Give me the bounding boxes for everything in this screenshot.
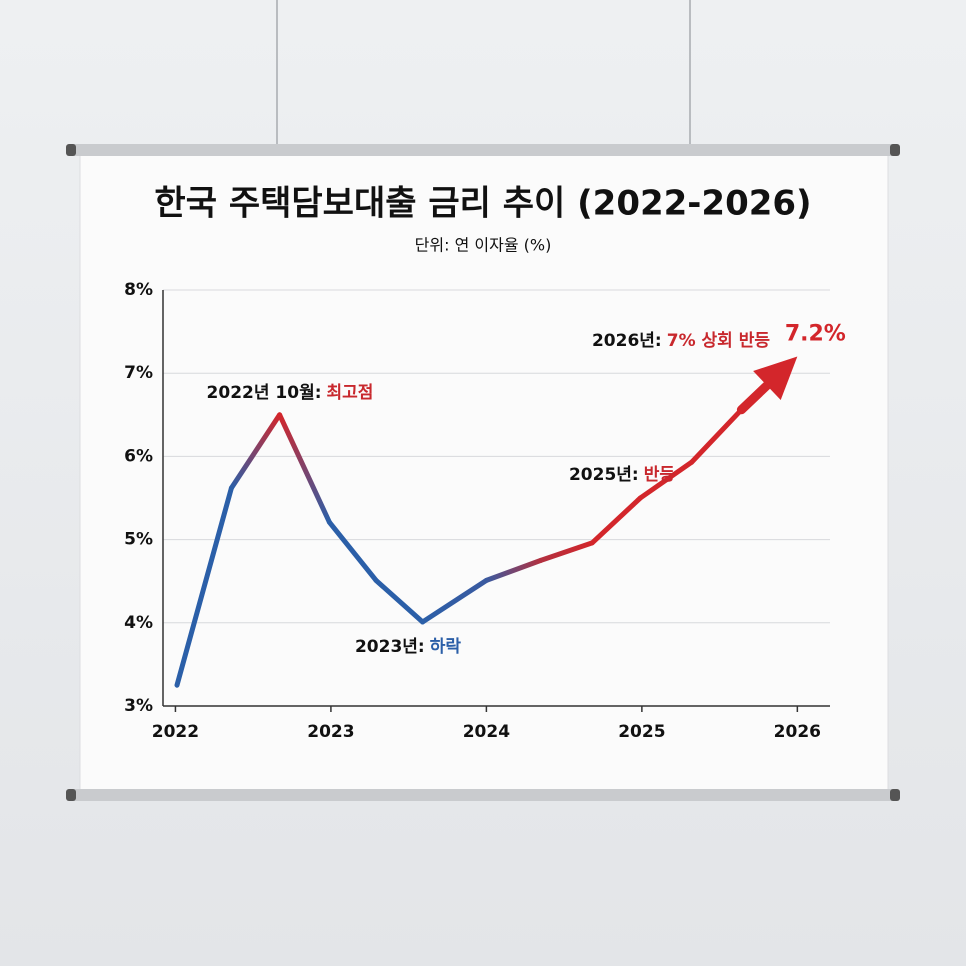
annotation-text: 2023년: — [355, 637, 425, 657]
annotation: 2022년 10월: 최고점 — [207, 383, 374, 403]
y-tick-label: 3% — [124, 696, 153, 716]
line-segment — [420, 577, 489, 625]
y-tick-label: 7% — [124, 363, 153, 383]
annotation-highlight: 하락 — [430, 637, 462, 657]
chart-subtitle: 단위: 연 이자율 (%) — [415, 236, 552, 255]
chart-title: 한국 주택담보대출 금리 추이 (2022-2026) — [154, 184, 811, 224]
line-segment — [483, 557, 544, 583]
y-tick-label: 6% — [124, 446, 153, 466]
y-tick-label: 4% — [124, 613, 153, 633]
banner — [79, 151, 889, 797]
rod-cap — [66, 789, 76, 801]
annotation-text: 2022년 10월: — [207, 383, 322, 403]
top-rod — [68, 144, 898, 156]
annotation-highlight: 7% 상회 반등 — [667, 331, 771, 351]
rod-cap — [890, 789, 900, 801]
rod-cap — [66, 144, 76, 156]
line-segment — [689, 407, 744, 465]
x-tick-label: 2022 — [152, 722, 199, 742]
annotation-text: 2026년: — [592, 331, 662, 351]
arrow-head — [753, 356, 798, 400]
annotation: 2025년: 반등 — [569, 465, 675, 485]
annotation: 2026년: 7% 상회 반등 — [592, 331, 770, 351]
line-segment — [326, 519, 379, 583]
annotation-highlight: 최고점 — [327, 383, 374, 403]
line-segment — [589, 495, 643, 546]
bottom-rod — [68, 789, 898, 801]
line-segment — [637, 459, 695, 501]
annotation: 2023년: 하락 — [355, 637, 461, 657]
x-tick-label: 2024 — [463, 722, 510, 742]
line-segment — [538, 540, 595, 563]
line-segment — [174, 485, 234, 688]
line-segment — [373, 577, 426, 625]
annotation-text: 2025년: — [569, 465, 639, 485]
x-tick-label: 2025 — [618, 722, 665, 742]
x-tick-label: 2023 — [307, 722, 354, 742]
y-tick-label: 5% — [124, 530, 153, 550]
line-segment — [277, 412, 332, 525]
x-tick-label: 2026 — [774, 722, 821, 742]
plot: 3% 4% 5% 6% 7% 8% 2022 2023 2024 2025 2026 7.2% 2022… — [124, 280, 846, 742]
value-label: 7.2% — [785, 322, 846, 347]
line-segment — [228, 412, 283, 491]
rod-cap — [890, 144, 900, 156]
y-tick-label: 8% — [124, 280, 153, 300]
annotation-highlight: 반등 — [644, 465, 676, 485]
